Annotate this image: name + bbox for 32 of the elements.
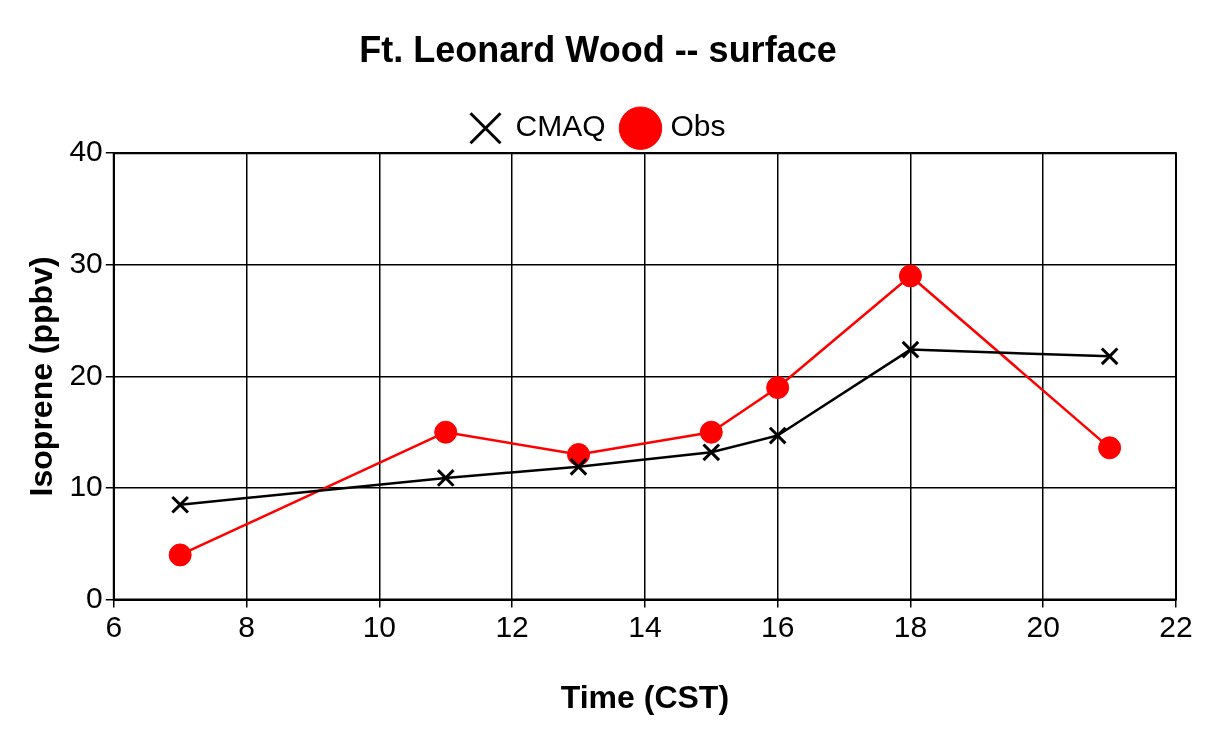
x-tick-label: 16 — [760, 609, 795, 643]
chart-title: Ft. Leonard Wood -- surface — [359, 28, 837, 70]
point — [702, 443, 721, 462]
point — [434, 420, 458, 444]
x-tick-label: 18 — [893, 609, 928, 643]
y-tick-label: 40 — [69, 134, 103, 168]
x-tick-label: 20 — [1026, 609, 1060, 643]
y-axis-title: Isoprene (ppbv) — [23, 256, 60, 497]
x-tick-label: 12 — [495, 609, 529, 643]
x-tick-label: 6 — [105, 609, 123, 643]
point — [170, 495, 190, 515]
point — [168, 543, 192, 567]
point — [768, 426, 787, 445]
point — [898, 264, 922, 288]
y-tick-label: 10 — [69, 469, 103, 503]
x-tick-label: 22 — [1159, 609, 1193, 643]
point — [569, 457, 588, 477]
legend-label: Obs — [670, 109, 726, 143]
x-axis-title: Time (CST) — [560, 678, 730, 715]
point — [1100, 347, 1119, 366]
point — [1098, 436, 1122, 460]
x-tick-label: 10 — [362, 609, 397, 643]
point — [901, 340, 920, 359]
y-tick-label: 20 — [69, 357, 103, 391]
y-tick-label: 30 — [69, 246, 103, 280]
y-tick-label: 0 — [86, 580, 103, 614]
legend-label: CMAQ — [515, 109, 606, 143]
point — [699, 420, 723, 444]
point — [436, 468, 455, 488]
x-tick-label: 8 — [238, 609, 255, 643]
point — [766, 376, 790, 400]
x-tick-label: 14 — [628, 609, 662, 643]
